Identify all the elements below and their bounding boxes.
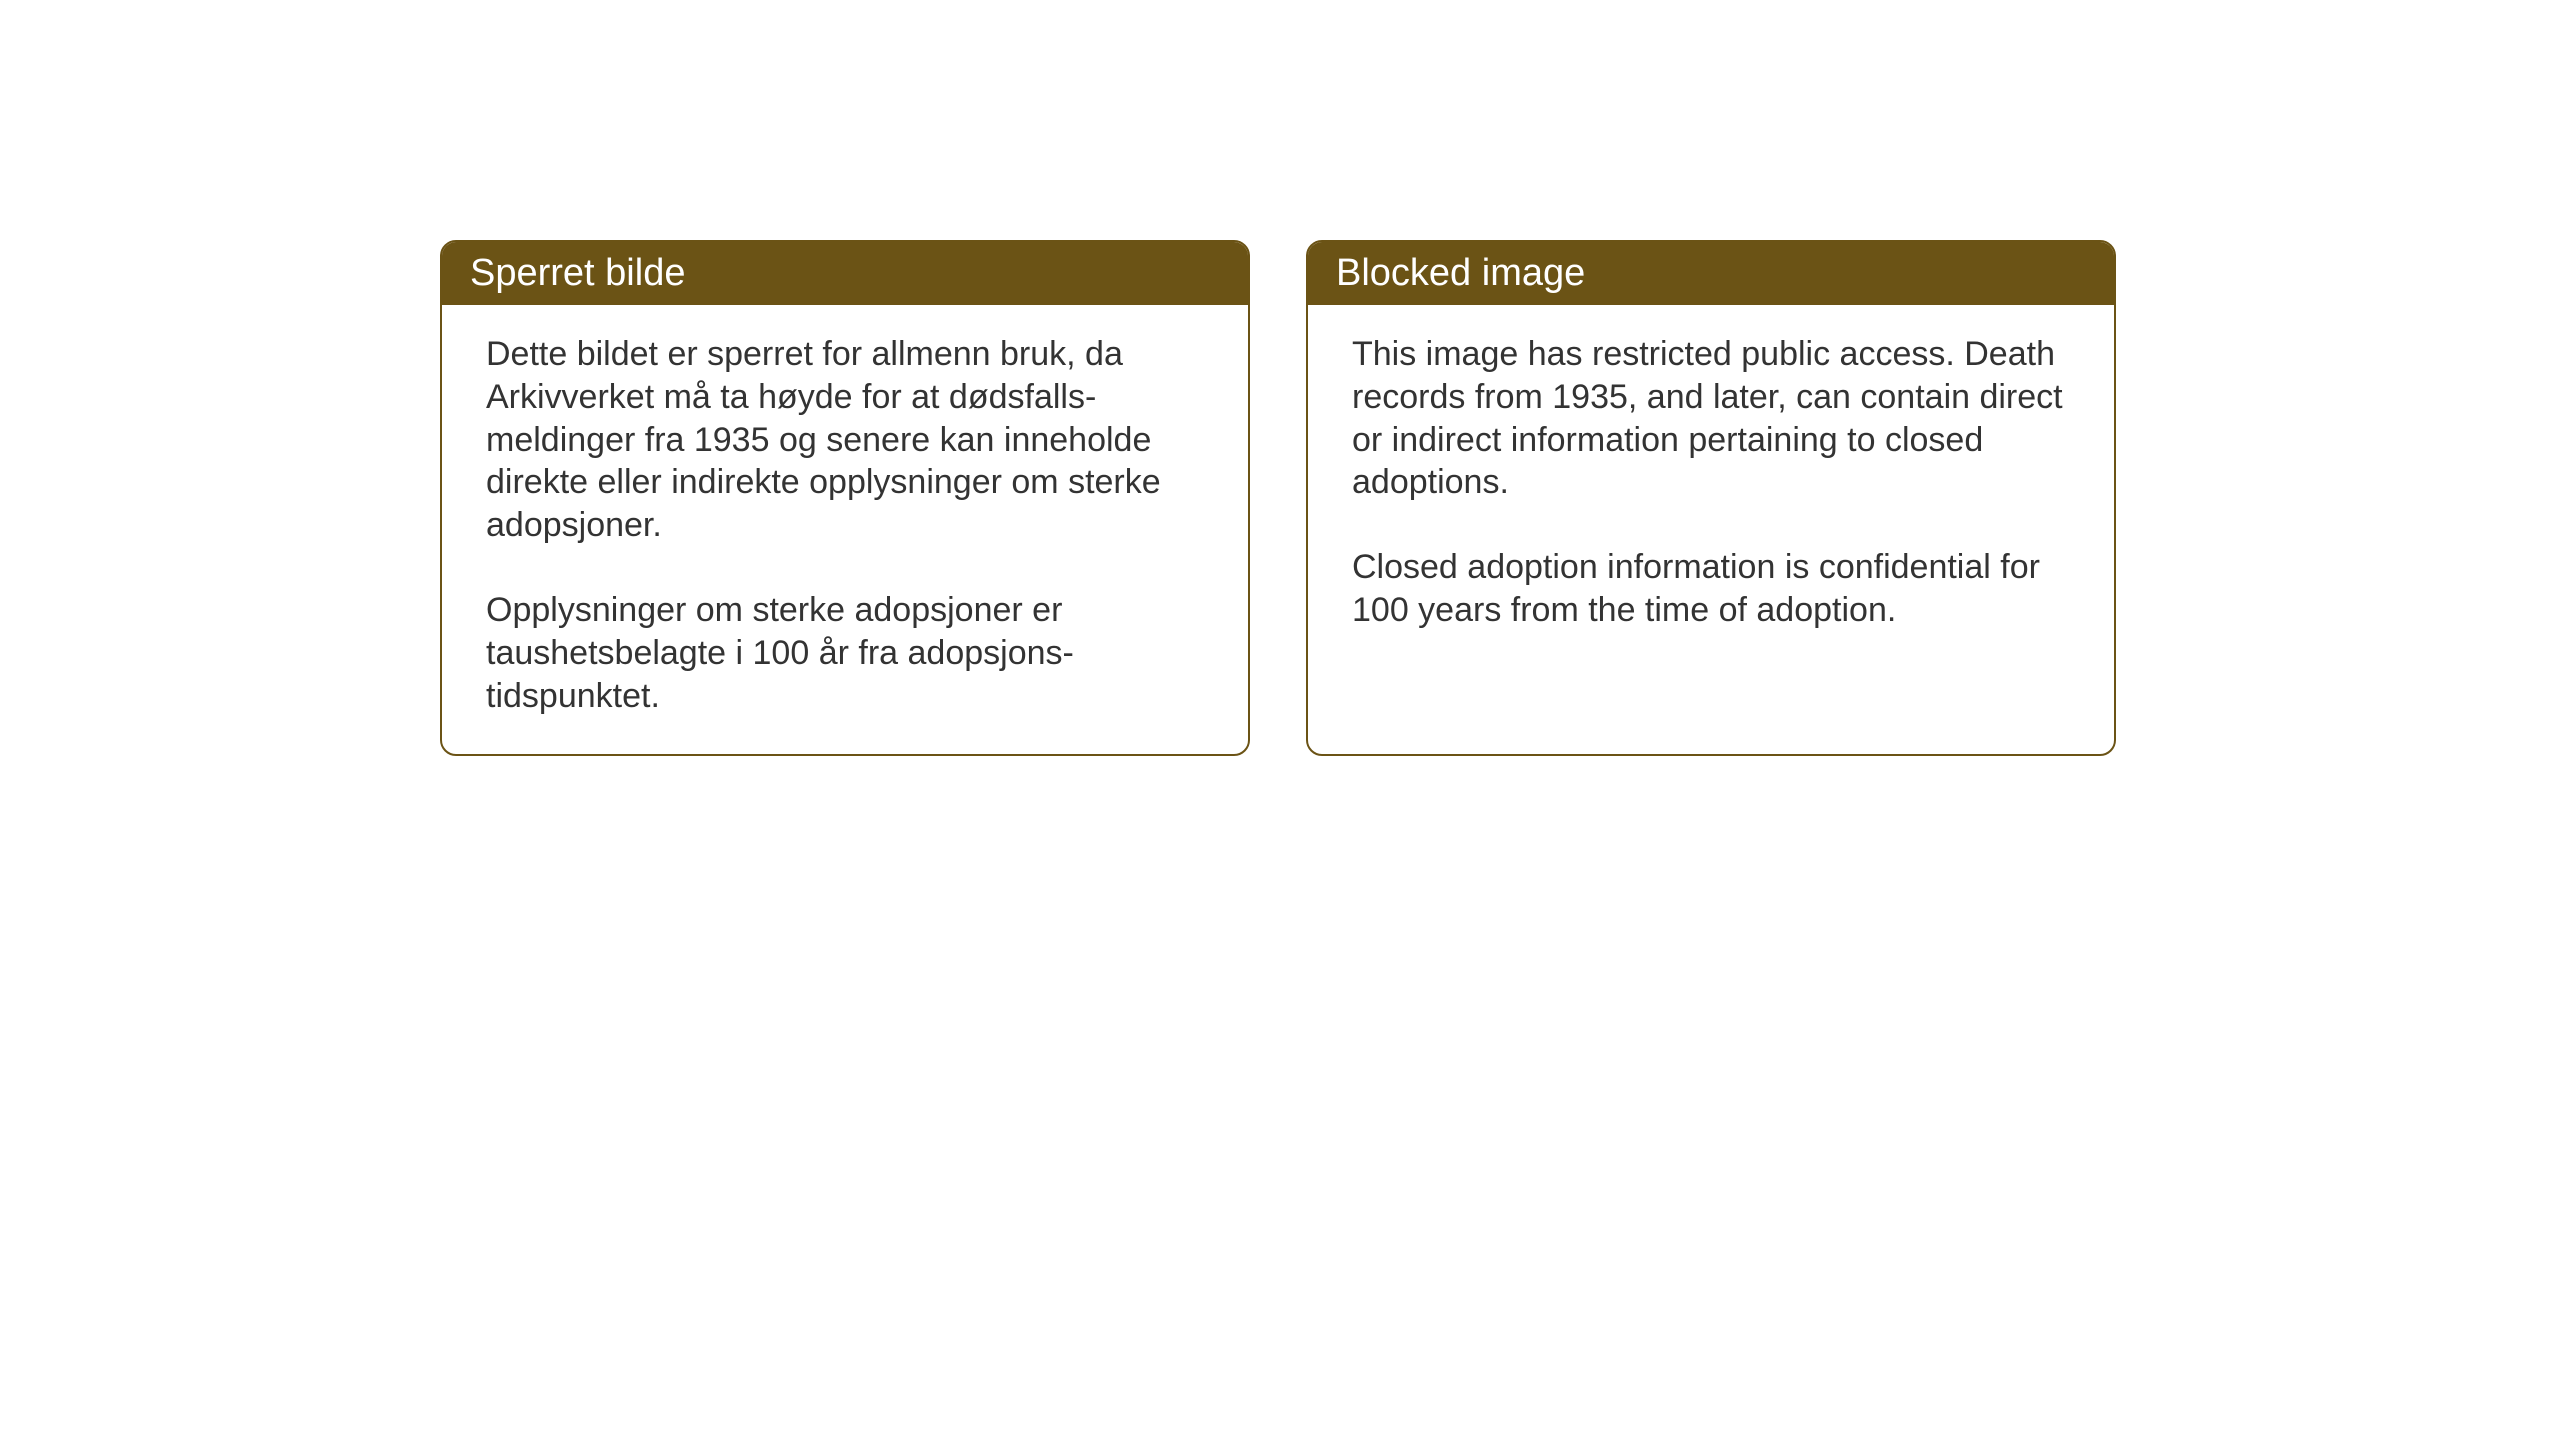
card-paragraph-norwegian-2: Opplysninger om sterke adopsjoner er tau… (486, 589, 1204, 717)
info-card-english: Blocked image This image has restricted … (1306, 240, 2116, 756)
card-title-english: Blocked image (1336, 252, 1585, 294)
card-header-english: Blocked image (1308, 242, 2114, 305)
card-paragraph-english-1: This image has restricted public access.… (1352, 333, 2070, 504)
card-paragraph-norwegian-1: Dette bildet er sperret for allmenn bruk… (486, 333, 1204, 547)
info-cards-container: Sperret bilde Dette bildet er sperret fo… (440, 240, 2116, 756)
card-title-norwegian: Sperret bilde (470, 252, 685, 294)
card-body-norwegian: Dette bildet er sperret for allmenn bruk… (442, 305, 1248, 754)
info-card-norwegian: Sperret bilde Dette bildet er sperret fo… (440, 240, 1250, 756)
card-header-norwegian: Sperret bilde (442, 242, 1248, 305)
card-body-english: This image has restricted public access.… (1308, 305, 2114, 745)
card-paragraph-english-2: Closed adoption information is confident… (1352, 546, 2070, 632)
